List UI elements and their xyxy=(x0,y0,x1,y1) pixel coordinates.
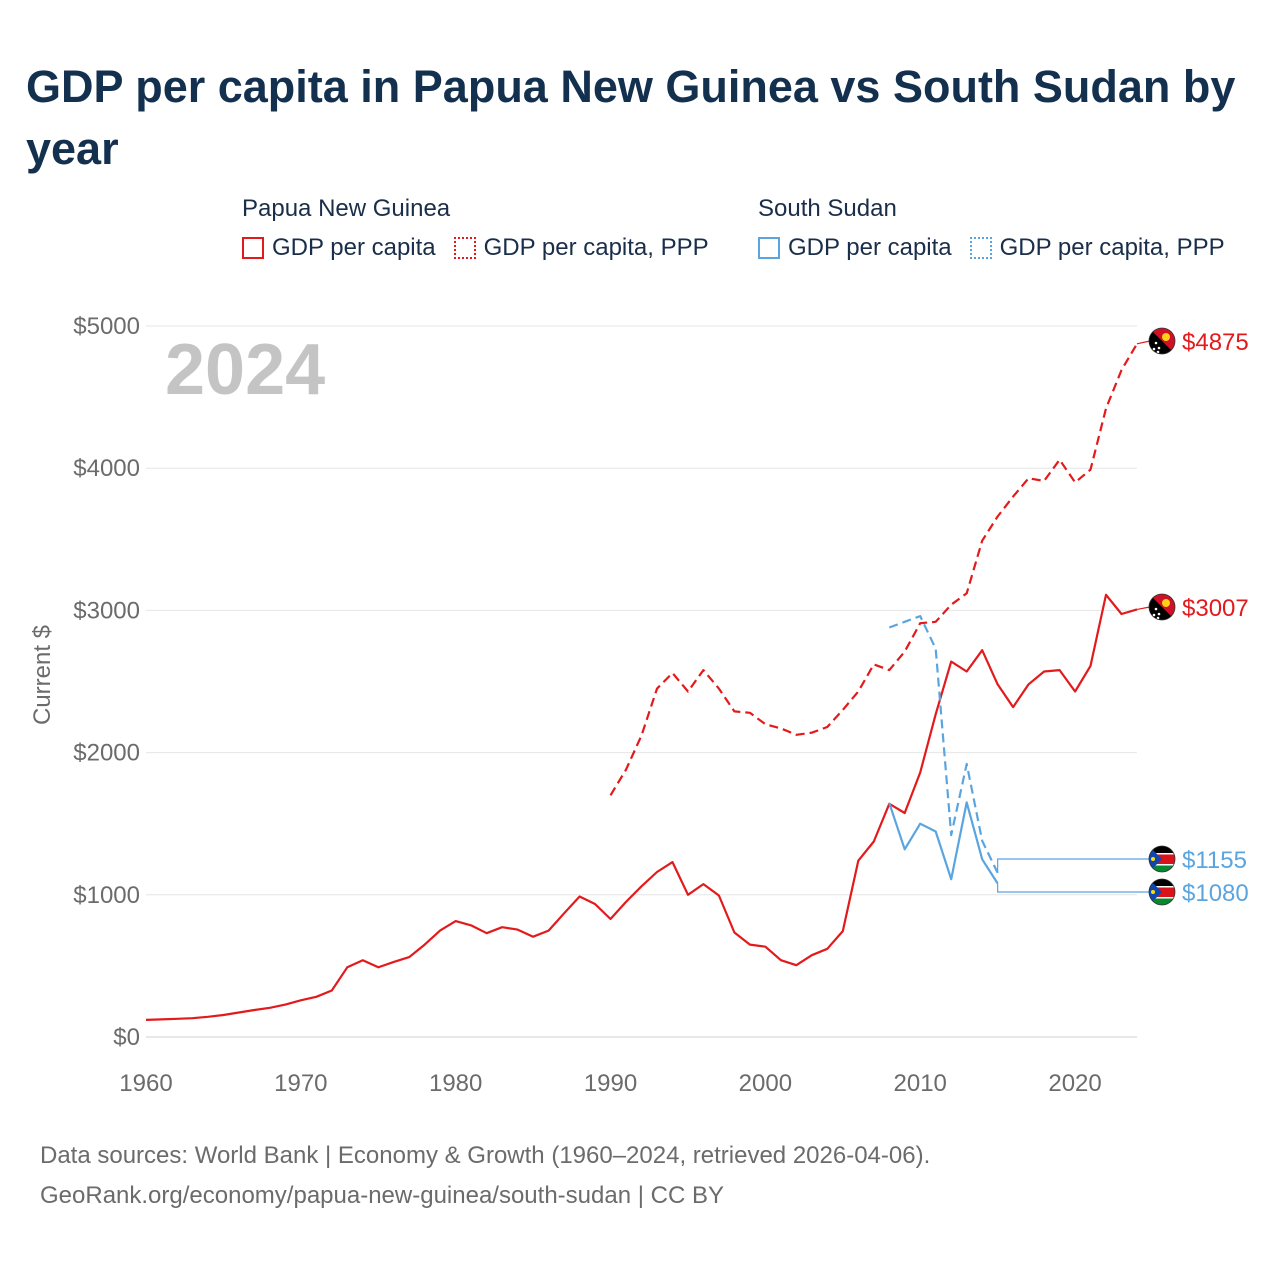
flag-blue xyxy=(1149,846,1162,872)
flag-star xyxy=(1151,890,1155,894)
flag-star xyxy=(1154,607,1158,611)
south-sudan-flag-icon xyxy=(1149,846,1175,872)
flag-border xyxy=(1148,593,1176,621)
legend-group-papua-new-guinea: Papua New Guinea GDP per capita GDP per … xyxy=(242,194,727,262)
end-value-label: $3007 xyxy=(1182,595,1249,622)
flag-border xyxy=(1148,878,1176,906)
year-overlay: 2024 xyxy=(165,330,325,410)
legend-item-ssd-gdp-ppp[interactable]: GDP per capita, PPP xyxy=(969,234,1225,262)
flag-black xyxy=(1149,328,1175,354)
end-value-label: $1155 xyxy=(1182,847,1247,874)
series-line-png-gdp xyxy=(145,593,1138,1021)
legend-swatch-dotted xyxy=(969,237,992,259)
flag-red xyxy=(1149,594,1175,620)
legend-swatch-solid xyxy=(242,237,264,259)
flag-star xyxy=(1156,350,1160,354)
legend-group-title: South Sudan xyxy=(758,195,897,222)
flag-star xyxy=(1157,346,1161,350)
end-label-connector xyxy=(997,858,1150,873)
flag-bird xyxy=(1162,599,1170,607)
y-tick-label: $0 xyxy=(113,1024,140,1051)
legend-group-title: Papua New Guinea xyxy=(242,195,451,222)
legend-item-label: GDP per capita xyxy=(272,234,436,261)
flag-bird xyxy=(1162,333,1170,341)
end-value-label: $4875 xyxy=(1182,329,1249,356)
flag-red xyxy=(1149,328,1175,354)
flag-star xyxy=(1157,612,1161,616)
flag-black xyxy=(1149,846,1175,854)
legend-swatch-dotted xyxy=(453,237,476,259)
x-tick-label: 1970 xyxy=(274,1070,327,1097)
legend-item-label: GDP per capita, PPP xyxy=(999,234,1225,261)
flag-white xyxy=(1149,886,1175,888)
y-tick-label: $4000 xyxy=(73,455,140,482)
legend-group-south-sudan: South Sudan GDP per capita GDP per capit… xyxy=(758,194,1243,262)
flag-red xyxy=(1149,887,1175,897)
y-tick-label: $2000 xyxy=(73,740,140,767)
flag-black xyxy=(1149,594,1175,620)
flag-white xyxy=(1149,897,1175,899)
y-tick-label: $1000 xyxy=(73,882,140,909)
flag-border xyxy=(1148,845,1176,873)
png-flag-icon xyxy=(1149,594,1175,620)
south-sudan-flag-icon xyxy=(1149,879,1175,905)
end-value-label: $1080 xyxy=(1182,880,1249,907)
flag-white xyxy=(1149,853,1175,855)
source-url-license: GeoRank.org/economy/papua-new-guinea/sou… xyxy=(40,1182,724,1209)
y-axis-label: Current $ xyxy=(29,625,56,725)
end-label-connector xyxy=(1136,606,1151,610)
flag-black xyxy=(1149,879,1175,887)
chart-title: GDP per capita in Papua New Guinea vs So… xyxy=(26,61,1236,174)
series-line-png-ppp xyxy=(609,343,1138,796)
flag-star xyxy=(1154,341,1158,345)
end-label-connector xyxy=(997,883,1150,893)
x-tick-label: 2020 xyxy=(1048,1070,1101,1097)
flag-green xyxy=(1149,898,1175,905)
y-tick-label: $3000 xyxy=(73,597,140,624)
chart-footer: Data sources: World Bank | Economy & Gro… xyxy=(40,1136,930,1216)
flag-white xyxy=(1149,864,1175,866)
png-flag-icon xyxy=(1149,328,1175,354)
x-tick-label: 1980 xyxy=(429,1070,482,1097)
flag-green xyxy=(1149,865,1175,872)
flag-star xyxy=(1151,857,1155,861)
flag-blue xyxy=(1149,879,1162,905)
legend-item-label: GDP per capita, PPP xyxy=(483,234,709,261)
legend-item-png-gdp-ppp[interactable]: GDP per capita, PPP xyxy=(453,234,709,262)
legend-item-label: GDP per capita xyxy=(788,234,952,261)
end-label-connector xyxy=(1136,340,1151,345)
data-source-note: Data sources: World Bank | Economy & Gro… xyxy=(40,1142,931,1169)
legend-item-ssd-gdp[interactable]: GDP per capita xyxy=(758,234,952,262)
flag-star xyxy=(1152,347,1156,351)
flag-red xyxy=(1149,854,1175,864)
x-tick-label: 1990 xyxy=(584,1070,637,1097)
legend-swatch-solid xyxy=(758,237,780,259)
x-tick-label: 2010 xyxy=(894,1070,947,1097)
y-tick-label: $5000 xyxy=(73,313,140,340)
series-line-ssd-ppp xyxy=(888,614,999,874)
flag-star xyxy=(1152,613,1156,617)
series-line-ssd-gdp xyxy=(888,801,999,884)
flag-border xyxy=(1148,327,1176,355)
legend-item-png-gdp[interactable]: GDP per capita xyxy=(242,234,436,262)
x-tick-label: 2000 xyxy=(739,1070,792,1097)
flag-star xyxy=(1156,616,1160,620)
x-tick-label: 1960 xyxy=(119,1070,172,1097)
